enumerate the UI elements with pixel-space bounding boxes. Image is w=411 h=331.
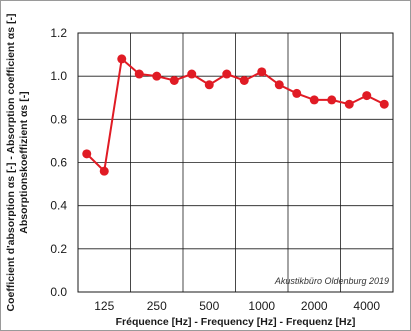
grid-lines xyxy=(78,32,393,293)
data-point xyxy=(169,75,179,85)
data-point xyxy=(152,71,162,81)
y-tick-label: 0.4 xyxy=(50,199,67,213)
data-point xyxy=(274,80,284,90)
x-tick-label: 250 xyxy=(147,299,167,313)
data-point xyxy=(222,69,232,79)
y-tick-label: 0.6 xyxy=(50,156,67,170)
y-tick-label: 1.0 xyxy=(50,69,67,83)
y-axis-title-line1: Coefficient d'absorption αs [-] - Absorp… xyxy=(5,14,17,312)
data-point xyxy=(327,95,337,105)
x-tick-label: 2000 xyxy=(301,299,328,313)
data-point xyxy=(239,75,249,85)
data-point xyxy=(204,80,214,90)
data-point xyxy=(362,91,372,101)
data-point xyxy=(187,69,197,79)
y-tick-label: 0.2 xyxy=(50,242,67,256)
y-tick-label: 0.8 xyxy=(50,112,67,126)
data-point xyxy=(134,69,144,79)
y-tick-label: 1.2 xyxy=(50,26,67,40)
x-axis-ticks: 125 250 500 1000 2000 4000 xyxy=(94,299,380,313)
y-axis-ticks: 0.0 0.2 0.4 0.6 0.8 1.0 1.2 xyxy=(50,26,67,299)
y-axis-title-line2: Absorptionskoeffizient αs [-] xyxy=(18,91,30,233)
data-point xyxy=(309,95,319,105)
data-point xyxy=(344,99,354,109)
x-tick-label: 4000 xyxy=(353,299,380,313)
data-point xyxy=(379,99,389,109)
x-tick-label: 1000 xyxy=(248,299,275,313)
data-point xyxy=(257,67,267,77)
chart-annotation: Akustikbüro Oldenburg 2019 xyxy=(274,276,389,286)
x-tick-label: 125 xyxy=(94,299,114,313)
x-axis-title: Fréquence [Hz] - Frequency [Hz] - Freque… xyxy=(116,316,356,328)
x-tick-label: 500 xyxy=(199,299,219,313)
data-point xyxy=(82,149,92,159)
data-point xyxy=(117,54,127,64)
plot-area-border xyxy=(77,32,394,293)
y-tick-label: 0.0 xyxy=(50,285,67,299)
data-point xyxy=(292,88,302,98)
data-point xyxy=(99,166,109,176)
series-group xyxy=(82,54,389,176)
